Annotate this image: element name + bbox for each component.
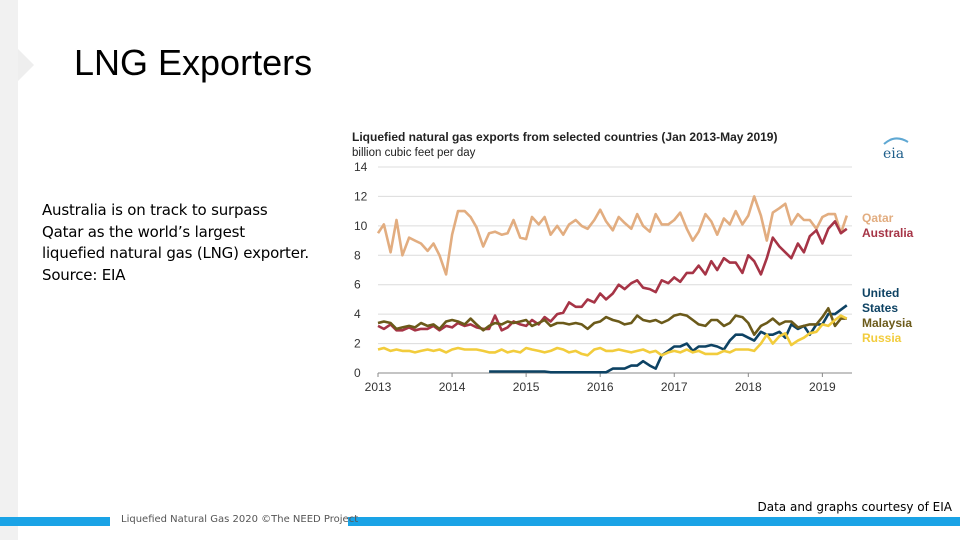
lng-exports-chart: Liquefied natural gas exports from selec… [340, 120, 940, 410]
x-axis-ticks: 2013 2014 2015 2016 2017 2018 2019 [365, 373, 836, 394]
y-tick-label: 10 [354, 219, 368, 233]
chart-svg: Liquefied natural gas exports from selec… [352, 130, 914, 394]
x-tick-label: 2015 [513, 380, 540, 394]
series-line-malaysia [377, 307, 847, 336]
eia-logo: eia [883, 137, 909, 162]
y-tick-label: 12 [354, 189, 368, 203]
footer-text: Liquefied Natural Gas 2020 ©The NEED Pro… [121, 514, 359, 525]
legend-label-australia: Australia [862, 226, 914, 240]
body-line: liquefied natural gas (LNG) exporter. [42, 244, 309, 262]
eia-logo-text: eia [883, 146, 904, 162]
y-tick-label: 2 [354, 337, 361, 351]
slide-title: LNG Exporters [74, 42, 313, 83]
series-line-russia [377, 314, 848, 357]
legend-label-malaysia: Malaysia [862, 316, 912, 330]
x-tick-label: 2019 [809, 380, 836, 394]
series-line-qatar [376, 195, 849, 276]
chart-subtitle: billion cubic feet per day [352, 147, 476, 159]
left-accent-bar [0, 0, 18, 540]
footer-bar-left [0, 517, 110, 526]
y-tick-label: 8 [354, 248, 361, 262]
body-line: Australia is on track to surpass [42, 201, 268, 219]
eia-logo-arc [883, 137, 909, 145]
y-tick-label: 0 [354, 366, 361, 380]
x-tick-label: 2013 [365, 380, 392, 394]
series-line-us [489, 304, 848, 374]
x-tick-label: 2018 [735, 380, 762, 394]
body-line: Source: EIA [42, 265, 126, 284]
series-line-australia [377, 220, 848, 332]
legend-label-us: States [862, 301, 898, 315]
y-tick-label: 4 [354, 307, 361, 321]
chart-title: Liquefied natural gas exports from selec… [352, 130, 777, 144]
y-tick-label: 6 [354, 278, 361, 292]
credit-text: Data and graphs courtesy of EIA [757, 500, 953, 514]
legend-label-us: United [862, 286, 899, 300]
series-lines [376, 195, 849, 374]
grid [378, 166, 852, 374]
body-line: Qatar as the world’s largest [42, 222, 245, 241]
body-text: Australia is on track to surpass Qatar a… [42, 200, 332, 286]
y-axis-ticks: 14 12 10 8 6 4 2 0 [354, 160, 368, 380]
legend-label-qatar: Qatar [862, 211, 894, 225]
x-tick-label: 2016 [587, 380, 614, 394]
y-tick-label: 14 [354, 160, 368, 174]
title-arrow-tab [18, 49, 34, 81]
footer-bar-right [348, 517, 960, 526]
x-tick-label: 2014 [439, 380, 466, 394]
legend-label-russia: Russia [862, 331, 902, 345]
x-tick-label: 2017 [661, 380, 688, 394]
